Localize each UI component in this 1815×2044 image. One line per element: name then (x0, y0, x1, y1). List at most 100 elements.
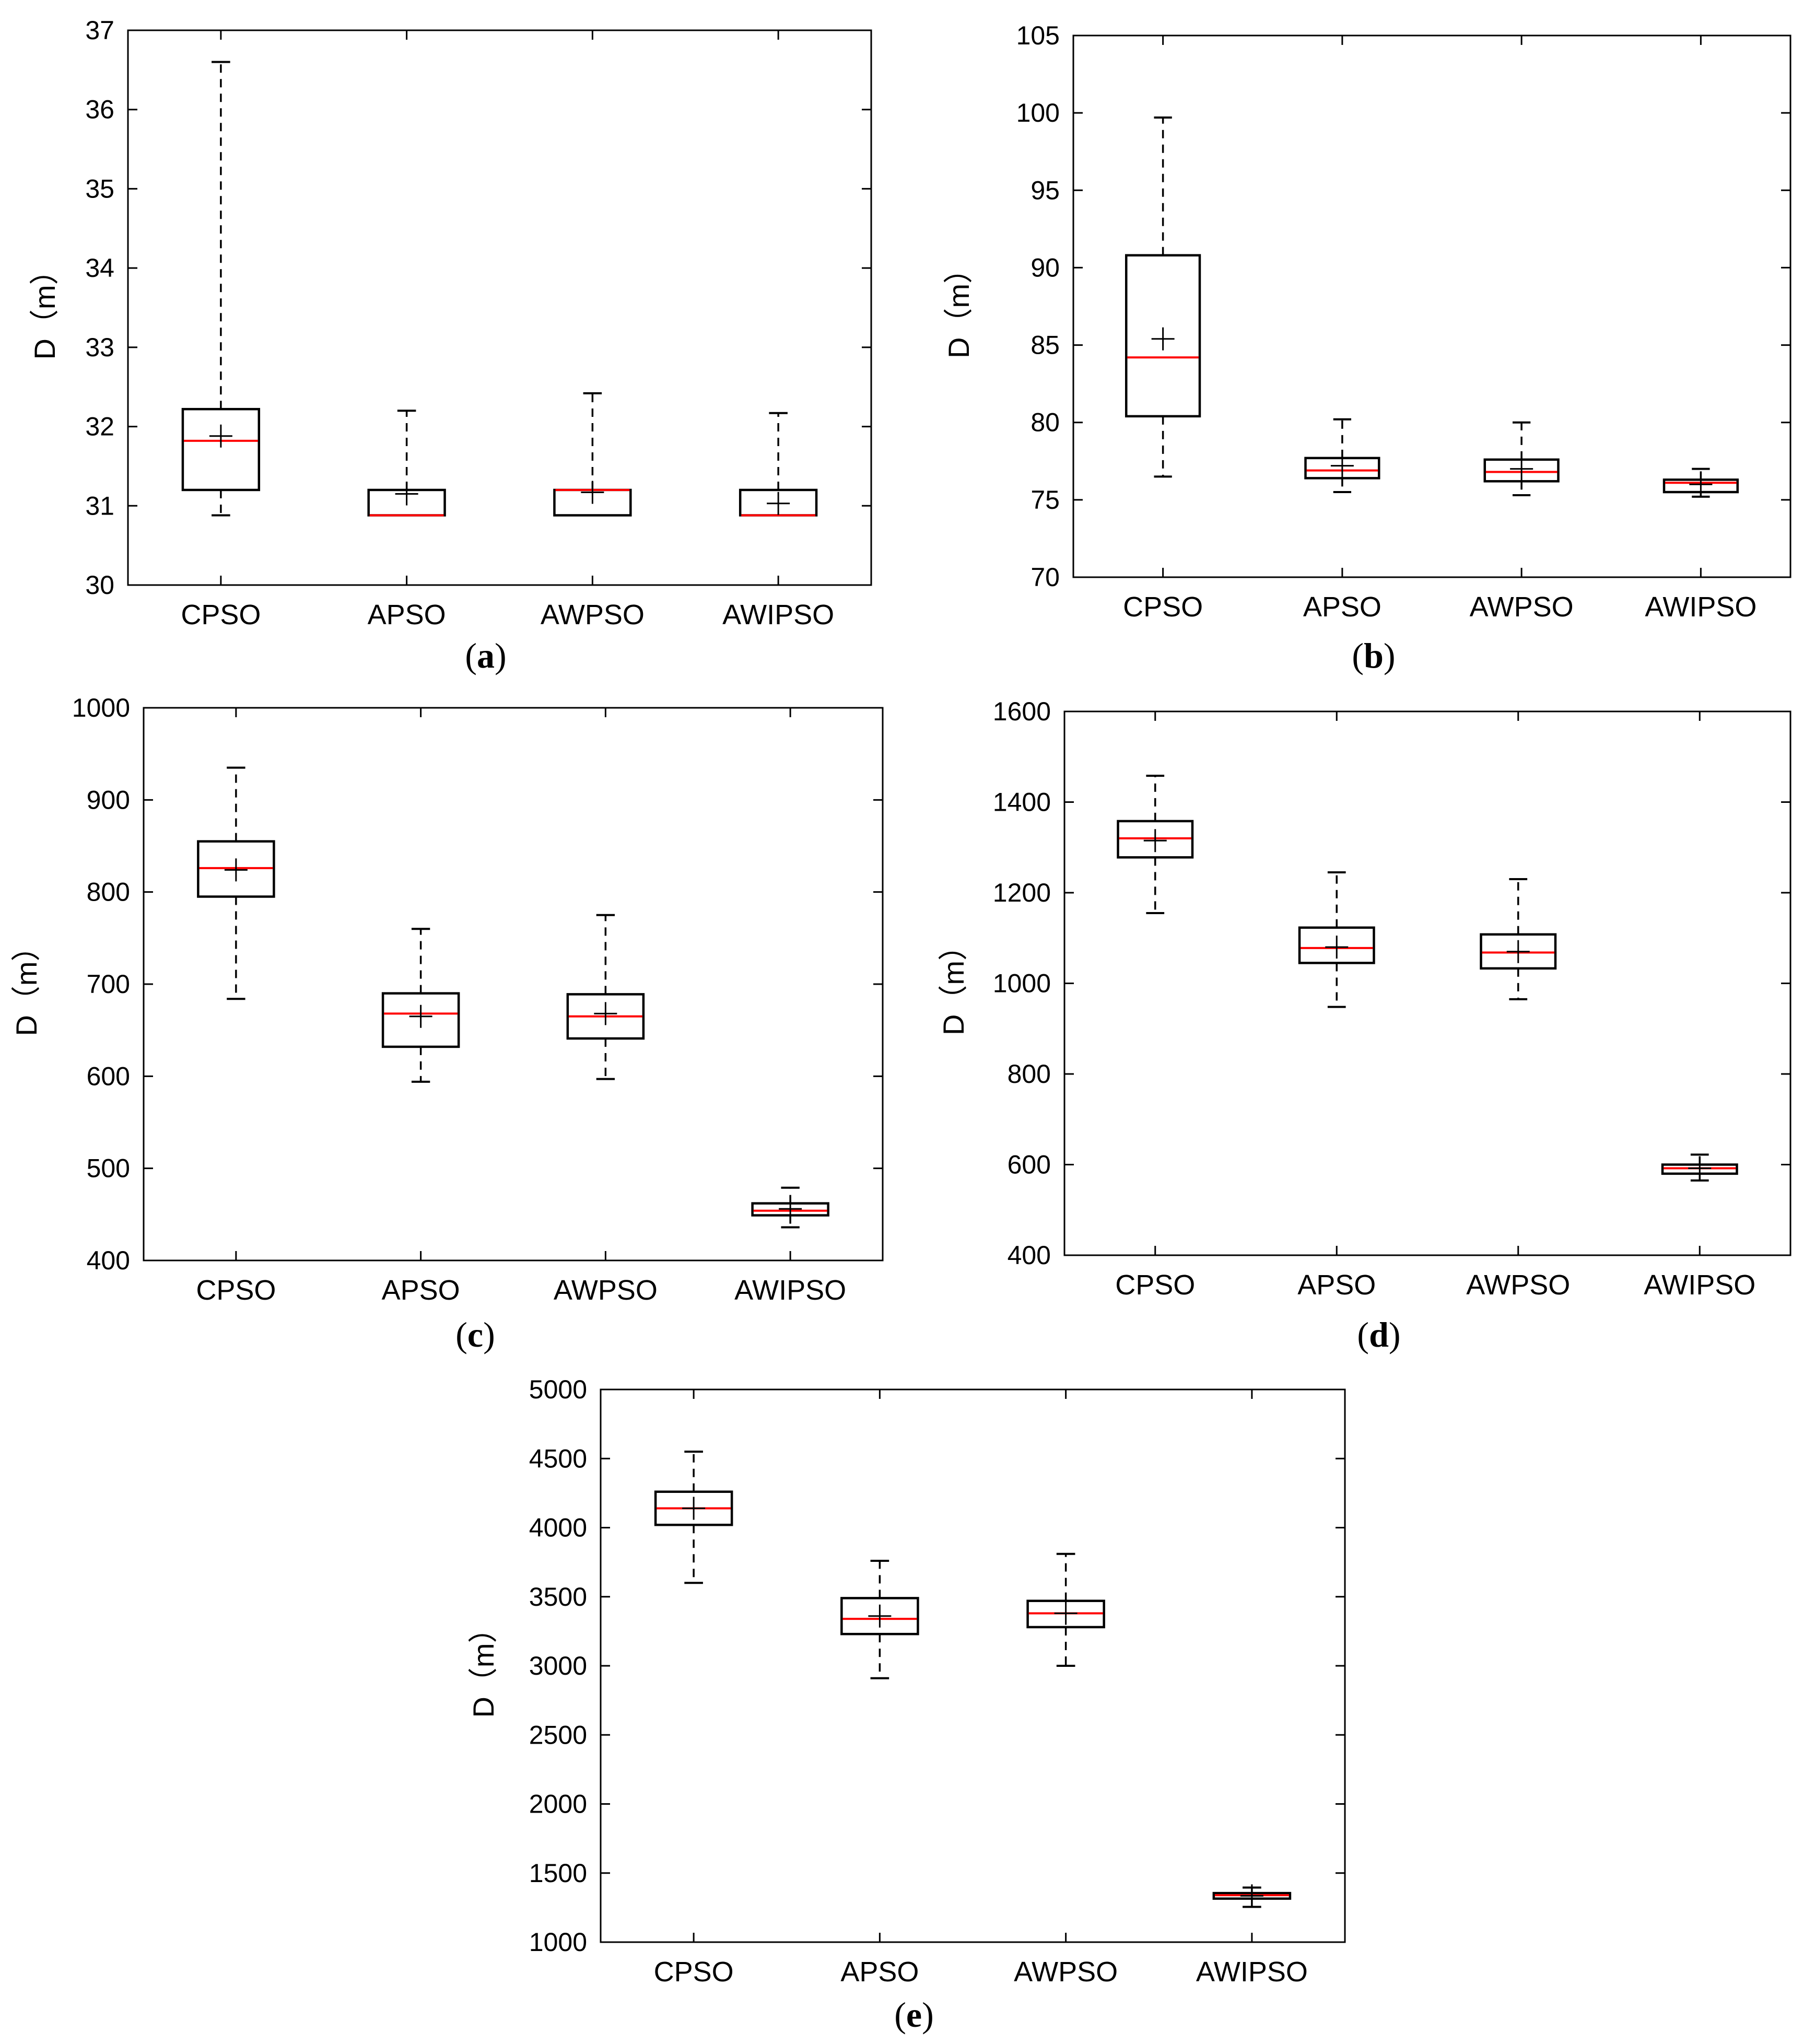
y-tick-label: 100 (1016, 98, 1060, 127)
x-tick-label: AWIPSO (1645, 591, 1757, 623)
iqr-box (381, 992, 460, 1048)
y-tick-label: 80 (1031, 408, 1060, 437)
x-tick-label: APSO (382, 1275, 460, 1306)
y-tick-label: 600 (87, 1061, 130, 1091)
box-awpso (1480, 878, 1557, 1000)
y-tick-label: 400 (1008, 1241, 1051, 1270)
x-tick-label: CPSO (1123, 591, 1203, 623)
y-tick-label: 3500 (529, 1582, 587, 1611)
panel-label: (d) (1357, 1315, 1400, 1354)
box-awpso (553, 392, 632, 517)
y-tick-label: 900 (87, 785, 130, 814)
x-tick-label: APSO (840, 1956, 919, 1988)
y-axis-label: D（m） (467, 1614, 500, 1718)
box-cpso (654, 1451, 733, 1584)
panel-label: (e) (894, 1995, 934, 2035)
box-cpso (1125, 116, 1201, 478)
box-apso (1298, 871, 1375, 1008)
chart-panel-c: 400 500 600 700 800 900 1000 D（m） CPSO APSO AWPSO A… (10, 693, 884, 1354)
plot-frame (143, 707, 884, 1262)
panel-label: (a) (465, 636, 506, 675)
y-tick-label: 1600 (993, 697, 1051, 726)
x-tick-label: CPSO (654, 1956, 734, 1988)
box-awipso (1661, 1153, 1738, 1182)
y-tick-label: 33 (85, 333, 114, 362)
y-axis-label: D（m） (942, 254, 975, 358)
y-tick-label: 32 (85, 412, 114, 441)
x-tick-label: AWPSO (541, 599, 645, 630)
x-tick-label: CPSO (1115, 1269, 1195, 1301)
box-awipso (1662, 468, 1739, 498)
box-apso (367, 410, 446, 517)
panel-label: (b) (1352, 636, 1395, 675)
box-awipso (751, 1186, 829, 1229)
x-tick-label: AWIPSO (734, 1275, 846, 1306)
chart-panel-e: 1000 1500 2000 2500 3000 3500 4000 4500 5000 D（m）… (467, 1375, 1346, 2035)
iqr-box (181, 407, 261, 492)
chart-panel-a: 30 31 32 33 34 35 36 37 D（m） CPSO APSO AWPSO AWIPSO (… (28, 16, 872, 675)
y-tick-label: 2500 (529, 1720, 587, 1749)
y-tick-label: 3000 (529, 1651, 587, 1680)
box-apso (840, 1559, 919, 1679)
x-tick-label: APSO (368, 599, 446, 630)
y-tick-label: 75 (1031, 485, 1060, 515)
x-tick-label: AWPSO (554, 1275, 658, 1306)
chart-panel-b: 70 75 80 85 90 95 100 105 D（m） CPSO APSO AWPSO AWIPS… (942, 21, 1791, 675)
y-tick-label: 31 (85, 491, 114, 520)
y-axis-label: D（m） (937, 931, 970, 1035)
y-tick-label: 4500 (529, 1444, 587, 1473)
x-tick-label: AWIPSO (722, 599, 834, 630)
y-tick-label: 85 (1031, 331, 1060, 360)
box-apso (1304, 418, 1380, 494)
y-tick-label: 400 (87, 1246, 130, 1275)
plot-frame (127, 29, 872, 586)
plot-frame (1072, 34, 1791, 578)
box-awipso (739, 412, 818, 517)
box-cpso (1117, 775, 1194, 915)
y-tick-label: 700 (87, 970, 130, 999)
plot-frame (600, 1388, 1346, 1943)
y-tick-label: 1000 (72, 693, 130, 722)
x-tick-label: AWIPSO (1644, 1269, 1755, 1301)
y-tick-label: 1000 (529, 1928, 587, 1957)
y-tick-label: 34 (85, 253, 114, 283)
y-tick-label: 600 (1008, 1150, 1051, 1179)
x-tick-label: AWPSO (1470, 591, 1574, 623)
y-tick-label: 4000 (529, 1513, 587, 1543)
y-tick-label: 1400 (993, 788, 1051, 817)
x-tick-label: CPSO (181, 599, 261, 630)
y-tick-label: 105 (1016, 21, 1060, 50)
y-tick-label: 800 (87, 878, 130, 907)
iqr-box (840, 1597, 919, 1636)
box-apso (381, 928, 460, 1083)
y-tick-label: 70 (1031, 563, 1060, 592)
y-axis-label: D（m） (10, 932, 43, 1036)
y-tick-label: 5000 (529, 1375, 587, 1404)
box-cpso (181, 61, 261, 517)
x-tick-label: APSO (1303, 591, 1381, 623)
chart-panel-d: 400 600 800 1000 1200 1400 1600 D（m） CPSO APSO AWP… (937, 697, 1791, 1354)
y-tick-label: 30 (85, 570, 114, 600)
x-tick-label: AWIPSO (1196, 1956, 1308, 1988)
y-tick-label: 35 (85, 174, 114, 203)
y-tick-label: 1200 (993, 878, 1051, 907)
y-axis-label: D（m） (28, 255, 61, 359)
box-awipso (1212, 1884, 1292, 1908)
x-tick-label: CPSO (196, 1275, 276, 1306)
y-tick-label: 95 (1031, 176, 1060, 205)
y-tick-label: 90 (1031, 253, 1060, 282)
y-tick-label: 36 (85, 95, 114, 124)
y-tick-label: 2000 (529, 1790, 587, 1819)
x-tick-label: APSO (1297, 1269, 1376, 1301)
y-tick-label: 500 (87, 1154, 130, 1183)
x-tick-label: AWPSO (1466, 1269, 1570, 1301)
box-awpso (566, 914, 645, 1080)
y-tick-label: 1000 (993, 969, 1051, 998)
y-tick-label: 1500 (529, 1859, 587, 1888)
y-tick-label: 800 (1008, 1059, 1051, 1089)
x-tick-label: AWPSO (1014, 1956, 1118, 1988)
box-cpso (197, 766, 275, 1000)
box-awpso (1483, 421, 1560, 496)
panel-label: (c) (455, 1315, 495, 1354)
